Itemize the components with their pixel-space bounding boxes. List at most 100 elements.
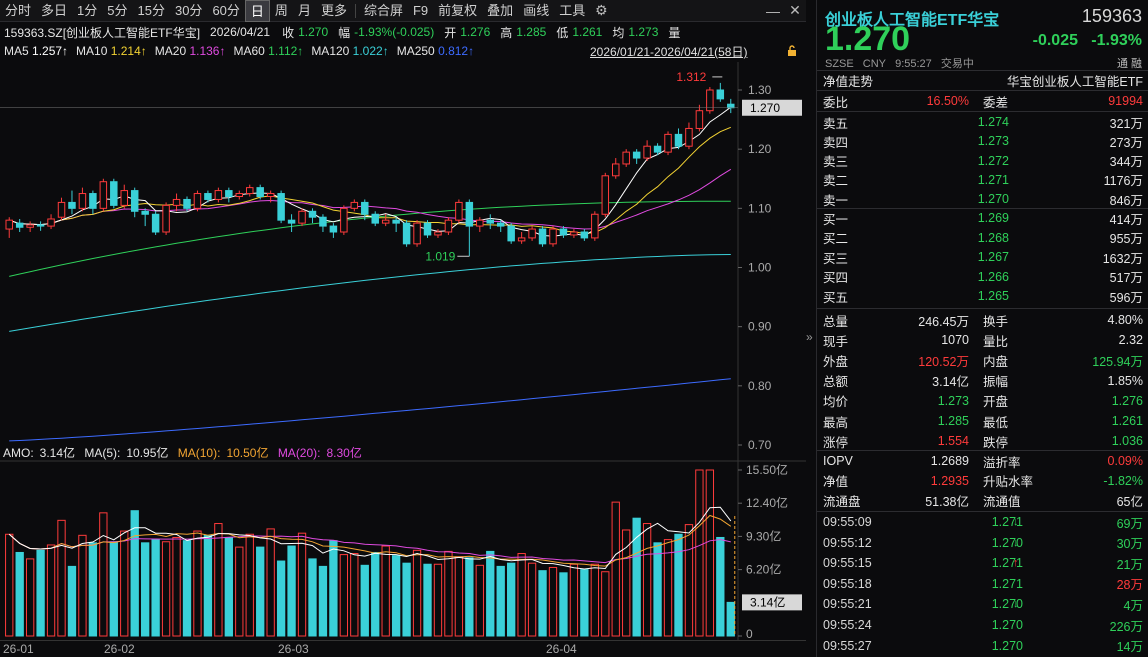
volume-bar[interactable]: [433, 563, 443, 637]
candle[interactable]: [674, 128, 683, 150]
volume-bar[interactable]: [78, 534, 87, 637]
candle[interactable]: [47, 214, 55, 230]
period-tab-8[interactable]: 周: [274, 2, 288, 18]
candle[interactable]: [99, 178, 108, 212]
ask-row[interactable]: 卖五 1.274 321万: [817, 112, 1148, 132]
candle[interactable]: [89, 190, 97, 215]
volume-bar[interactable]: [475, 564, 484, 637]
volume-bar[interactable]: [46, 544, 56, 637]
volume-bar[interactable]: [15, 551, 24, 637]
volume-bar[interactable]: [287, 545, 296, 637]
volume-bar[interactable]: [276, 560, 286, 637]
volume-bar[interactable]: [266, 528, 275, 637]
volume-bar[interactable]: [67, 565, 77, 637]
candle[interactable]: [277, 190, 285, 224]
candle[interactable]: [632, 149, 641, 164]
period-tab-7[interactable]: 日: [244, 0, 270, 22]
period-tab-10[interactable]: 更多: [320, 2, 347, 18]
candle[interactable]: [15, 218, 24, 232]
candle[interactable]: [465, 199, 474, 257]
volume-bar[interactable]: [36, 549, 45, 637]
candle[interactable]: [319, 214, 327, 232]
candle[interactable]: [130, 187, 139, 218]
volume-bar[interactable]: [360, 564, 369, 637]
candle[interactable]: [643, 140, 651, 161]
volume-bar[interactable]: [559, 572, 568, 637]
ask-row[interactable]: 卖四 1.273 273万: [817, 131, 1148, 151]
tool-button-5[interactable]: 工具: [559, 2, 586, 18]
volume-bar[interactable]: [161, 541, 171, 637]
volume-bar[interactable]: [611, 501, 620, 637]
candle[interactable]: [716, 82, 725, 102]
nav-trend-row[interactable]: 净值走势 华宝创业板人工智能ETF: [817, 70, 1148, 90]
volume-bar[interactable]: [350, 553, 359, 637]
candle[interactable]: [381, 214, 390, 227]
candle[interactable]: [507, 223, 515, 244]
minimize-icon[interactable]: —: [766, 2, 780, 19]
period-tab-3[interactable]: 5分: [107, 2, 128, 18]
candle[interactable]: [685, 122, 693, 150]
volume-bar[interactable]: [684, 524, 694, 637]
volume-bar[interactable]: [642, 523, 652, 637]
candle[interactable]: [361, 199, 369, 221]
ask-row[interactable]: 卖二 1.271 1176万: [817, 170, 1148, 190]
ask-row[interactable]: 卖一 1.270 846万: [817, 189, 1148, 209]
volume-bar[interactable]: [716, 536, 725, 637]
collapse-arrow-icon[interactable]: »: [806, 330, 813, 344]
volume-bar[interactable]: [182, 540, 192, 637]
volume-bar[interactable]: [5, 533, 14, 637]
volume-bar[interactable]: [391, 555, 401, 637]
candle[interactable]: [329, 223, 338, 238]
volume-bar[interactable]: [590, 563, 599, 637]
volume-bar[interactable]: [601, 571, 610, 637]
candle[interactable]: [183, 196, 191, 212]
volume-bar[interactable]: [663, 539, 673, 637]
volume-bar[interactable]: [454, 556, 464, 637]
margin-tags[interactable]: 通 融: [1116, 58, 1142, 70]
volume-bar[interactable]: [109, 541, 118, 637]
candle[interactable]: [172, 193, 181, 212]
period-tab-5[interactable]: 30分: [174, 2, 203, 18]
volume-bar[interactable]: [538, 570, 547, 637]
candle[interactable]: [413, 220, 421, 247]
candle[interactable]: [570, 229, 578, 238]
candle[interactable]: [120, 184, 128, 209]
candle[interactable]: [455, 199, 463, 224]
volume-bar[interactable]: [402, 562, 411, 637]
tool-button-1[interactable]: F9: [412, 2, 429, 18]
candle[interactable]: [423, 220, 432, 238]
candle[interactable]: [256, 184, 264, 200]
candle[interactable]: [392, 217, 400, 232]
candle[interactable]: [235, 190, 244, 200]
close-icon[interactable]: ✕: [789, 2, 801, 18]
volume-bar[interactable]: [214, 523, 223, 637]
period-tab-4[interactable]: 15分: [137, 2, 165, 18]
volume-bar[interactable]: [371, 551, 380, 637]
period-tab-1[interactable]: 多日: [41, 2, 68, 18]
candle[interactable]: [266, 190, 275, 203]
volume-bar[interactable]: [465, 557, 474, 637]
volume-bar[interactable]: [444, 550, 453, 637]
period-tab-6[interactable]: 60分: [212, 2, 240, 18]
volume-bar[interactable]: [99, 512, 108, 637]
volume-bar[interactable]: [172, 536, 181, 637]
volume-bar[interactable]: [705, 469, 715, 637]
candle[interactable]: [559, 226, 568, 238]
tool-button-0[interactable]: 综合屏: [363, 2, 403, 18]
candle[interactable]: [496, 220, 505, 232]
volume-bar[interactable]: [141, 542, 150, 637]
volume-bar[interactable]: [120, 530, 129, 637]
candle[interactable]: [78, 187, 87, 212]
candle[interactable]: [434, 229, 442, 238]
candle[interactable]: [517, 232, 526, 244]
volume-bar[interactable]: [57, 519, 66, 637]
candle[interactable]: [225, 187, 233, 203]
volume-bar[interactable]: [235, 546, 244, 637]
lock-icon[interactable]: [786, 45, 798, 57]
volume-bar[interactable]: [674, 533, 683, 637]
volume-bar[interactable]: [203, 534, 213, 637]
candle[interactable]: [204, 190, 212, 203]
candle[interactable]: [151, 211, 160, 235]
volume-bar[interactable]: [329, 540, 338, 637]
volume-bar[interactable]: [25, 558, 35, 637]
